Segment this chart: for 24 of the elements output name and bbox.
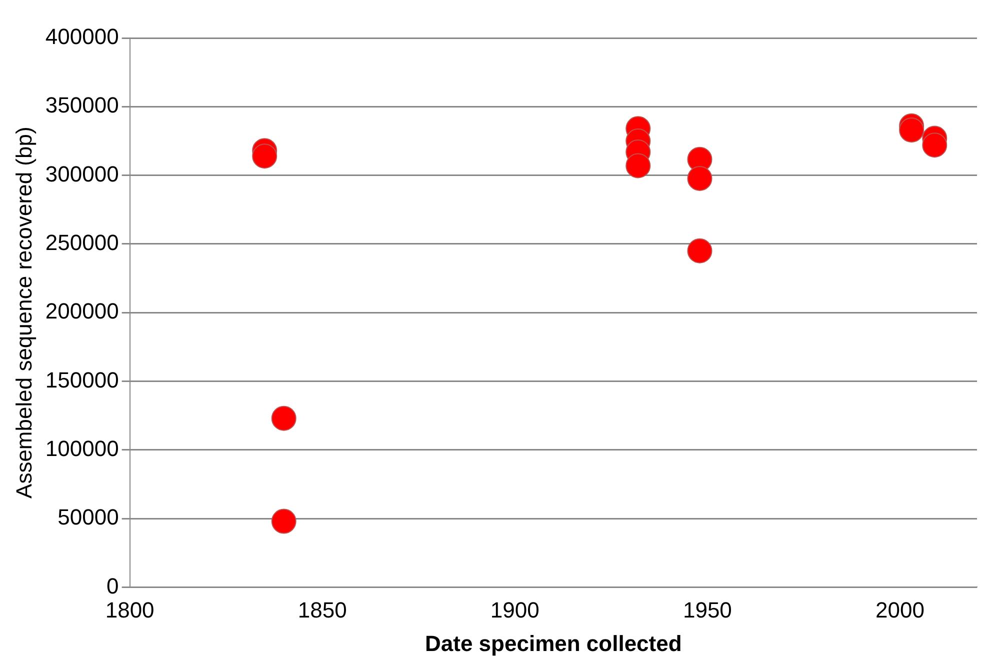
- point: [687, 238, 712, 264]
- y-tick-label: 300000: [45, 161, 119, 186]
- x-tick-label: 1800: [105, 597, 154, 622]
- y-tick-label: 350000: [45, 92, 119, 118]
- y-tick-label: 150000: [45, 367, 119, 392]
- point: [626, 153, 651, 178]
- x-axis-title: Date specimen collected: [425, 630, 682, 656]
- y-tick-label: 200000: [45, 298, 119, 324]
- y-tick-label: 400000: [45, 24, 119, 50]
- y-tick-label: 50000: [58, 504, 119, 530]
- point: [687, 166, 712, 191]
- x-tick-label: 1900: [490, 597, 540, 622]
- y-axis-title: Assembeled sequence recovered (bp): [11, 126, 36, 498]
- point: [922, 132, 948, 158]
- point: [252, 144, 278, 169]
- point: [271, 406, 296, 431]
- x-tick-label: 2000: [876, 597, 924, 622]
- x-tick-label: 1850: [298, 597, 347, 622]
- y-tick-label: 0: [106, 573, 119, 598]
- x-tick-label: 1950: [682, 597, 732, 622]
- y-tick-label: 100000: [45, 436, 119, 461]
- y-tick-label: 250000: [45, 230, 119, 256]
- point: [271, 508, 296, 534]
- point: [899, 117, 924, 142]
